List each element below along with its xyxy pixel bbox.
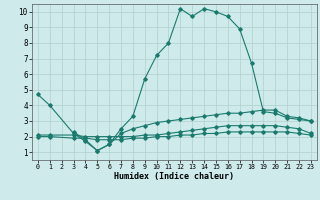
X-axis label: Humidex (Indice chaleur): Humidex (Indice chaleur): [115, 172, 234, 181]
